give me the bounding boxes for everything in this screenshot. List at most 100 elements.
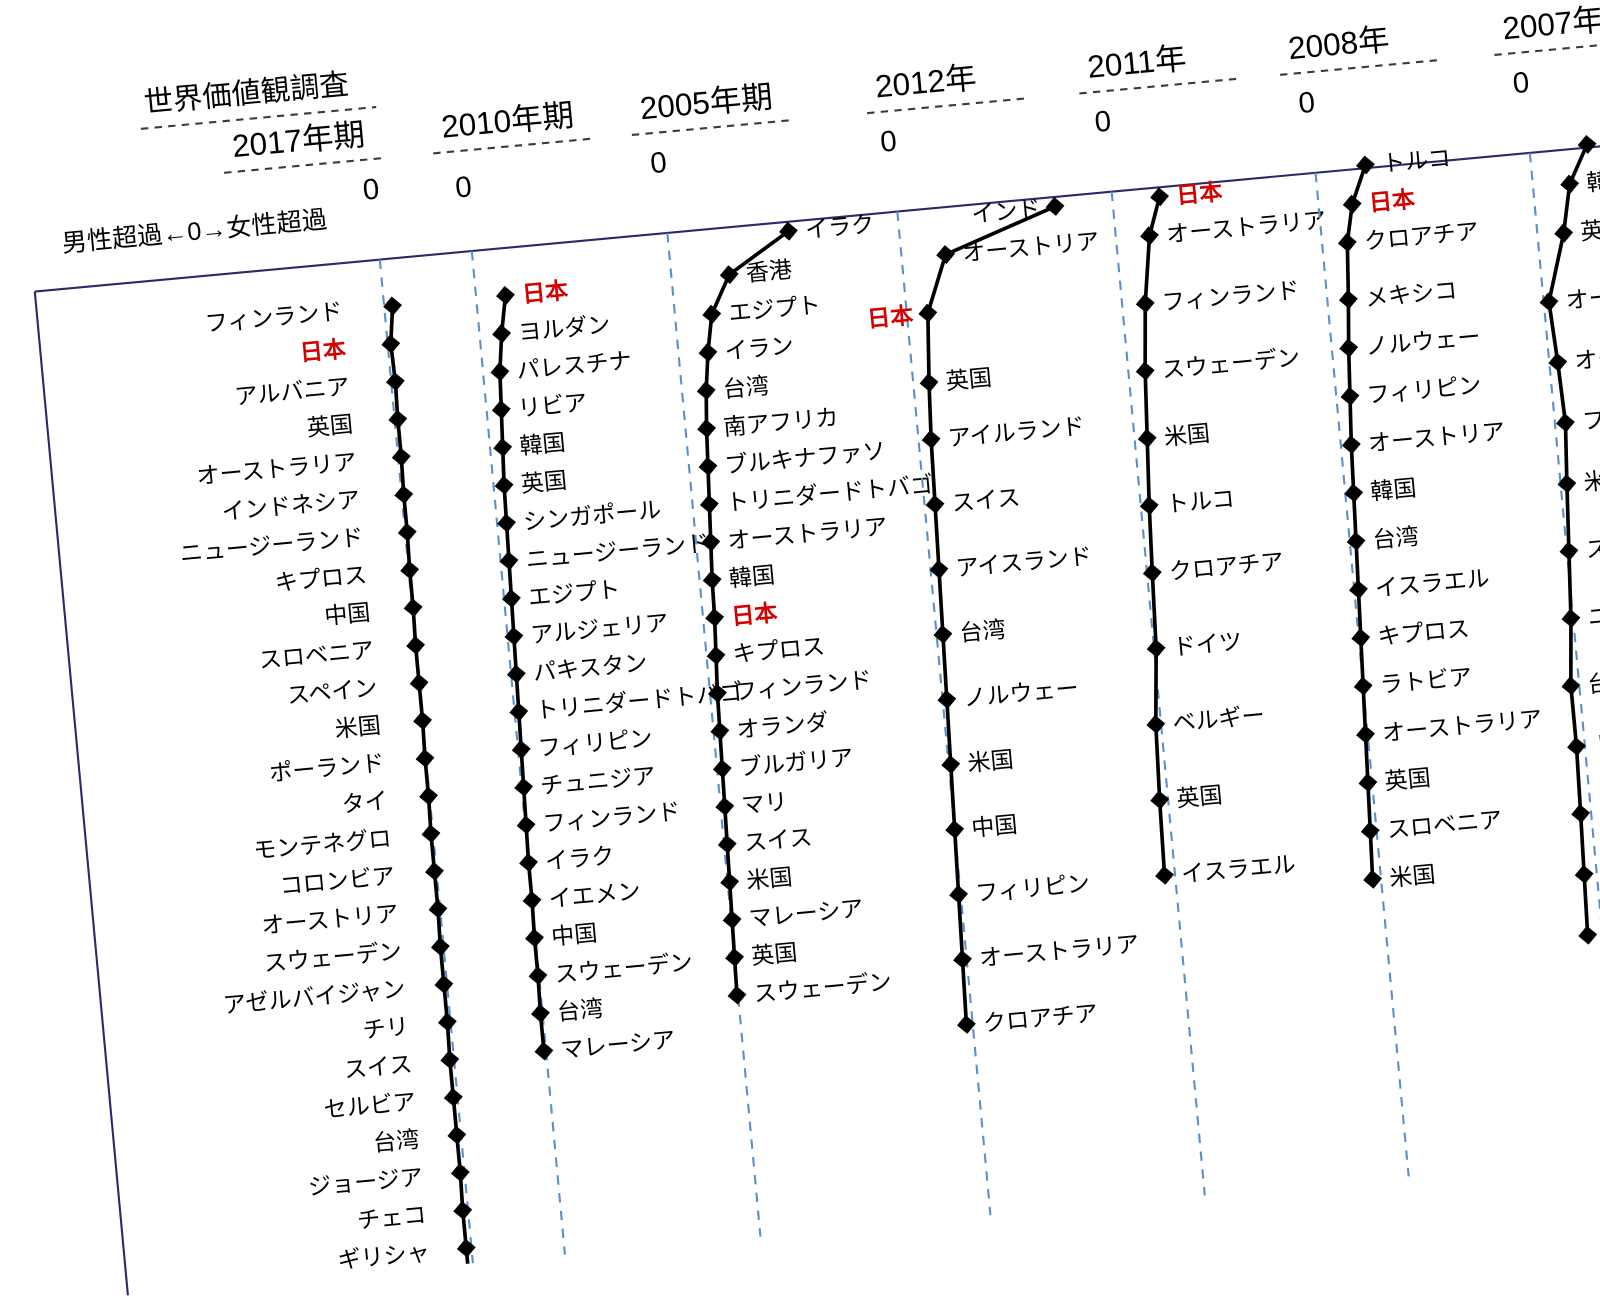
zero-label: 0 [879, 125, 898, 159]
country-label-highlight: 日本 [1368, 186, 1416, 216]
country-label-highlight: 日本 [1175, 178, 1223, 208]
country-label: チリ [362, 1013, 410, 1043]
data-marker [717, 834, 738, 855]
data-marker [513, 777, 534, 798]
country-label: アゼルバイジャン [222, 975, 407, 1018]
country-label: 中国 [323, 599, 371, 629]
data-marker [1341, 434, 1362, 455]
country-label: パレスチナ [515, 347, 632, 384]
data-marker [1574, 864, 1595, 885]
data-marker [706, 645, 727, 666]
data-marker [437, 1012, 458, 1033]
country-label: イスラエル [1180, 851, 1297, 887]
data-marker [921, 429, 942, 450]
country-label: ブルキナファソ [724, 437, 887, 478]
data-marker [1337, 232, 1358, 253]
data-marker [494, 475, 515, 496]
country-label: スウェーデン [554, 949, 694, 988]
data-marker [490, 362, 511, 383]
country-label: キプロス [274, 561, 368, 595]
data-marker [714, 796, 735, 817]
country-label: インド [970, 195, 1041, 227]
country-label: マレーシア [559, 1026, 676, 1063]
data-marker [698, 342, 719, 363]
data-marker [937, 689, 958, 710]
country-label: イラン [724, 332, 795, 364]
data-marker [522, 890, 543, 911]
country-label: ニュージーランド [179, 524, 365, 567]
data-marker [1355, 155, 1376, 176]
country-label: オーストリア [961, 228, 1100, 267]
data-marker [492, 437, 513, 458]
data-marker [1340, 386, 1361, 407]
country-label: オーストリア [1367, 418, 1506, 457]
country-label: 香港 [745, 256, 793, 286]
data-marker [702, 570, 723, 591]
data-marker [1135, 293, 1156, 314]
country-label: トルコ [363, 1277, 434, 1299]
data-marker [1355, 724, 1376, 745]
country-label: イエメン [548, 878, 642, 912]
data-marker [496, 513, 517, 534]
data-marker [1555, 412, 1576, 433]
data-marker [399, 560, 420, 581]
country-label: 英国 [945, 364, 993, 394]
country-label: アイスランド [955, 543, 1093, 582]
data-marker [518, 852, 539, 873]
data-marker [919, 372, 940, 393]
data-marker [1566, 736, 1587, 757]
country-label: オーストラリア [195, 449, 357, 490]
country-label: フィリピン [1581, 398, 1600, 435]
country-label: イラク [804, 211, 875, 243]
country-label: 英国 [306, 411, 354, 441]
column-header: 2017年期 [231, 116, 367, 164]
country-label: ノルウェー [1364, 323, 1481, 360]
data-marker [944, 819, 965, 840]
country-label: スロベニア [1386, 806, 1503, 843]
data-marker [381, 334, 402, 355]
country-label: 英国 [1579, 215, 1600, 245]
country-label: スウェーデン [263, 938, 403, 977]
data-marker [415, 748, 436, 769]
data-marker [1149, 186, 1170, 207]
data-marker [388, 409, 409, 430]
country-label: 台湾 [1372, 523, 1420, 553]
data-marker [724, 947, 745, 968]
country-label-highlight: 日本 [730, 599, 778, 629]
country-label: 英国 [1175, 782, 1223, 812]
data-marker [397, 522, 418, 543]
data-marker [1561, 608, 1582, 629]
data-marker [528, 965, 549, 986]
data-marker [948, 884, 969, 905]
data-marker [452, 1200, 473, 1221]
country-label: ドイツ [1172, 628, 1243, 660]
data-marker [1570, 803, 1591, 824]
data-marker [491, 399, 512, 420]
country-label: オーストリア [1573, 335, 1600, 374]
country-label: マレーシア [748, 895, 865, 932]
country-label: 中国 [970, 811, 1018, 841]
data-marker [409, 673, 430, 694]
data-marker [430, 936, 451, 957]
data-marker [918, 303, 939, 324]
zero-label: 0 [1093, 105, 1112, 139]
country-label: スイス [743, 824, 814, 856]
country-label: 韓国 [1369, 475, 1417, 505]
country-label: フィンランド [542, 798, 682, 837]
country-label: 米国 [1163, 420, 1211, 450]
data-marker [534, 1041, 555, 1062]
data-marker [447, 1125, 468, 1146]
data-marker [524, 928, 545, 949]
country-label: ラトビア [1379, 664, 1473, 698]
country-label: ポーランド [268, 750, 385, 787]
country-label: イスラエル [1374, 565, 1491, 601]
country-label: シンガポール [522, 496, 662, 535]
country-label: スロベニア [258, 637, 375, 674]
country-label: クロアチア [1168, 548, 1285, 585]
country-label: 米国 [745, 864, 793, 894]
country-label: ブルガリア [738, 744, 855, 780]
zero-label: 0 [649, 146, 668, 180]
country-label: トルコ [1381, 145, 1452, 177]
data-marker [719, 872, 740, 893]
data-marker [516, 815, 537, 836]
